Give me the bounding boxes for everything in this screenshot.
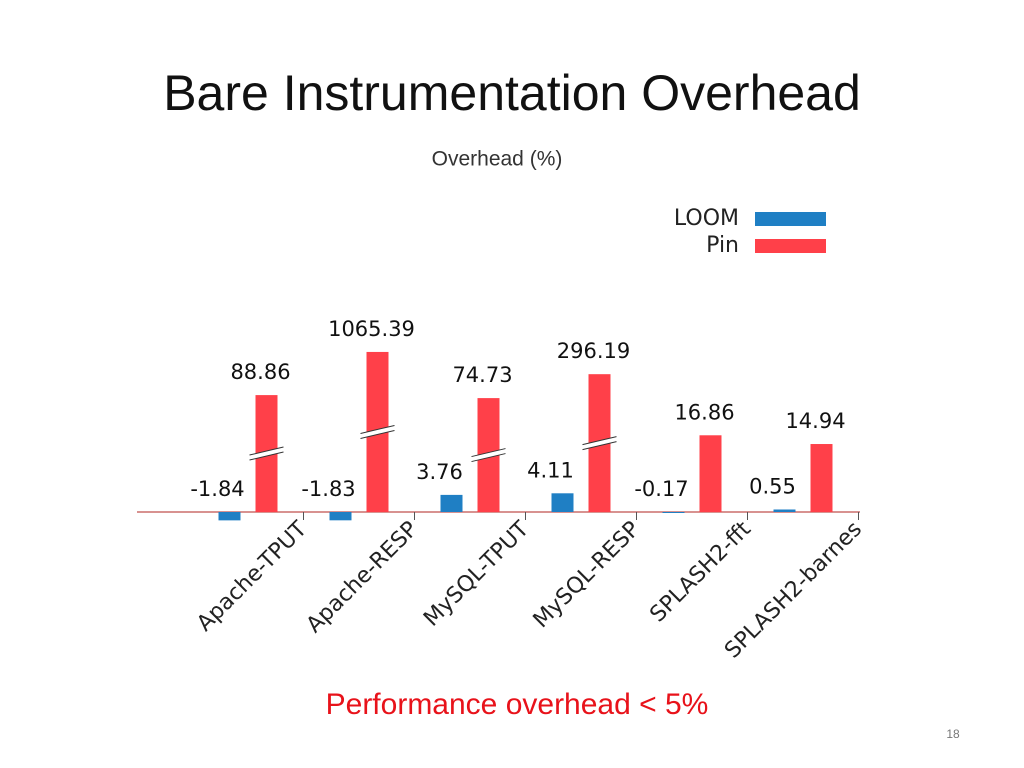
footer-note: Performance overhead < 5% — [326, 688, 709, 721]
bar — [440, 494, 463, 512]
bar — [551, 493, 574, 512]
bar — [699, 435, 722, 512]
axis-break — [471, 448, 506, 463]
data-label: 16.86 — [674, 400, 734, 424]
axis-break — [359, 425, 396, 439]
legend-label: LOOM — [674, 206, 739, 231]
data-label: 1065.39 — [328, 317, 415, 341]
bar — [329, 512, 352, 521]
legend-label: Pin — [706, 233, 739, 258]
bar — [773, 509, 796, 512]
axis-break — [581, 436, 618, 450]
axis-break — [470, 448, 507, 462]
axis-break — [249, 446, 284, 461]
data-label: 0.55 — [749, 474, 796, 498]
data-label: -1.83 — [301, 477, 355, 501]
axis-break — [248, 447, 285, 460]
legend-swatch — [755, 212, 826, 226]
page-number: 18 — [946, 727, 960, 741]
data-label: 74.73 — [452, 363, 512, 387]
bar — [662, 512, 685, 513]
slide-title: Bare Instrumentation Overhead — [163, 65, 861, 121]
data-label: 3.76 — [416, 460, 463, 484]
data-label: 14.94 — [785, 409, 845, 433]
bar — [810, 444, 833, 512]
legend-swatch — [755, 239, 826, 253]
data-label: -1.84 — [190, 477, 244, 501]
data-label: -0.17 — [634, 477, 688, 501]
axis-break — [582, 436, 617, 451]
data-label: 88.86 — [230, 360, 290, 384]
bar — [218, 512, 241, 521]
data-label: 4.11 — [527, 458, 574, 482]
data-label: 296.19 — [557, 339, 630, 363]
chart-title: Overhead (%) — [432, 148, 563, 171]
axis-break — [360, 424, 395, 439]
